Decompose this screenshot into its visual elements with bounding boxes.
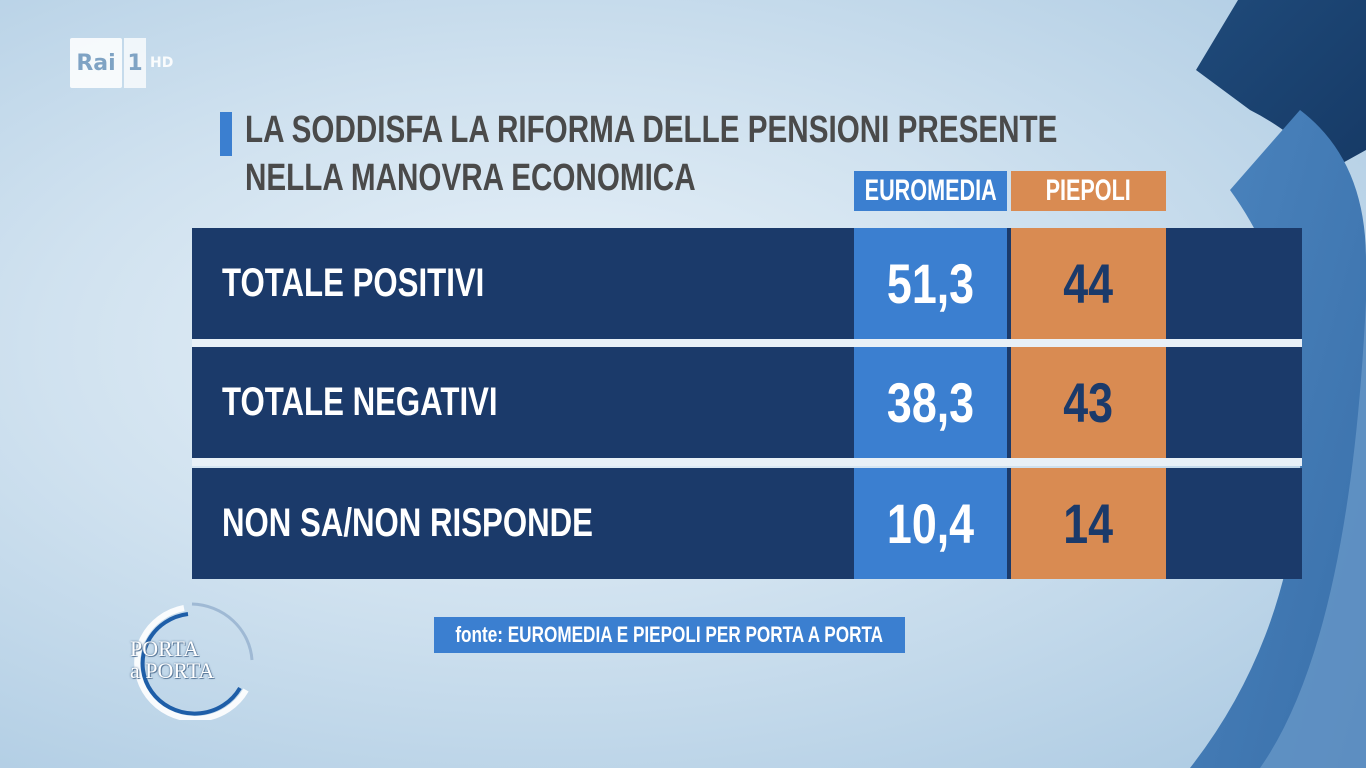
cell-negativi-piepoli: 43 [1011, 347, 1166, 458]
channel-quality: HD [150, 55, 174, 71]
cell-non-risponde-euromedia: 10,4 [854, 468, 1007, 579]
row-label-non-risponde: NON SA/NON RISPONDE [222, 501, 593, 545]
channel-logo: Rai 1 HD [70, 38, 173, 88]
column-header-piepoli-label: PIEPOLI [1045, 174, 1132, 207]
show-logo-text: PORTA a PORTA [130, 638, 260, 682]
cell-non-risponde-piepoli: 14 [1011, 468, 1166, 579]
cell-positivi-euromedia: 51,3 [854, 228, 1007, 339]
value-negativi-euromedia: 38,3 [886, 371, 975, 434]
value-negativi-piepoli: 43 [1063, 371, 1114, 434]
row-label-negativi: TOTALE NEGATIVI [222, 380, 498, 424]
table-row-non-risponde: NON SA/NON RISPONDE 10,4 14 [192, 468, 1302, 579]
cell-negativi-euromedia: 38,3 [854, 347, 1007, 458]
value-non-risponde-piepoli: 14 [1063, 492, 1114, 555]
title-accent-bar [220, 112, 232, 156]
corner-band-light [1190, 110, 1366, 768]
row-separator [192, 339, 1302, 347]
source-caption-text: fonte: EUROMEDIA E PIEPOLI PER PORTA A P… [455, 622, 884, 647]
chart-title: LA SODDISFA LA RIFORMA DELLE PENSIONI PR… [245, 106, 1058, 202]
channel-name: Rai [70, 38, 122, 88]
corner-band-pale [1260, 300, 1366, 768]
column-header-euromedia-label: EUROMEDIA [864, 174, 997, 207]
show-logo-line-2: a PORTA [130, 658, 215, 683]
show-logo-ring [134, 602, 254, 720]
row-label-positivi: TOTALE POSITIVI [222, 261, 485, 305]
chart-title-line-1: LA SODDISFA LA RIFORMA DELLE PENSIONI PR… [245, 109, 1058, 151]
column-header-piepoli: PIEPOLI [1011, 171, 1166, 211]
value-non-risponde-euromedia: 10,4 [886, 492, 975, 555]
source-caption: fonte: EUROMEDIA E PIEPOLI PER PORTA A P… [434, 617, 905, 653]
table-row-negativi: TOTALE NEGATIVI 38,3 43 [192, 347, 1302, 458]
show-logo-line-1: PORTA [130, 636, 200, 661]
corner-band-dark [1196, 0, 1366, 170]
channel-number: 1 [124, 38, 146, 88]
column-header-euromedia: EUROMEDIA [854, 171, 1007, 211]
table-row-positivi: TOTALE POSITIVI 51,3 44 [192, 228, 1302, 339]
cell-positivi-piepoli: 44 [1011, 228, 1166, 339]
value-positivi-euromedia: 51,3 [886, 252, 975, 315]
value-positivi-piepoli: 44 [1063, 252, 1114, 315]
row-separator [192, 458, 1302, 466]
chart-title-line-2: NELLA MANOVRA ECONOMICA [245, 157, 696, 199]
